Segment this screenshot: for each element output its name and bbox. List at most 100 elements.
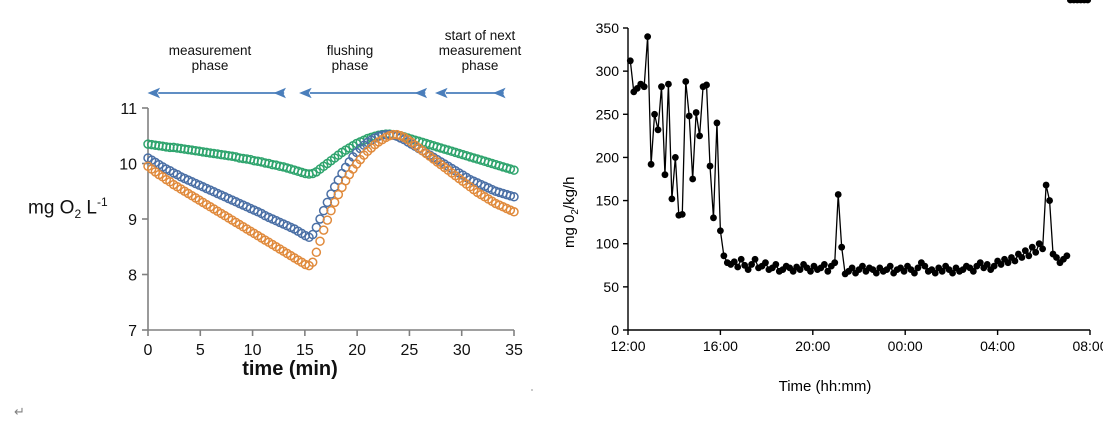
right-y-tick-label: 50 [603, 279, 619, 295]
data-point [886, 262, 894, 270]
data-point [831, 259, 839, 267]
data-point [1084, 0, 1092, 4]
right-chart-panel: mg 02/kg/h Time (hh:mm) 0 50 100 150 200 250 3… [545, 0, 1103, 432]
series-orange [143, 129, 519, 271]
data-point [938, 267, 946, 275]
annotation-line: start of next [444, 28, 516, 43]
right-y-tick-label: 300 [596, 63, 620, 79]
data-point [1042, 181, 1050, 189]
data-point [651, 110, 658, 118]
left-y-tick-label: 10 [119, 157, 137, 174]
data-point [326, 205, 336, 216]
right-x-axis-title: Time (hh:mm) [778, 378, 872, 395]
data-point [744, 266, 752, 273]
data-point [931, 269, 939, 277]
annotation-line: flushing [326, 43, 374, 58]
data-point [838, 243, 846, 251]
data-point [307, 229, 318, 240]
data-point [654, 126, 662, 134]
data-point [685, 112, 693, 120]
data-point [720, 252, 728, 260]
right-x-tick-label: 04:00 [980, 338, 1015, 354]
right-y-tick-label: 100 [596, 236, 620, 252]
data-point [751, 255, 759, 263]
data-point [976, 259, 984, 267]
data-point [834, 191, 842, 198]
annotation-line: measurement [168, 43, 252, 58]
right-x-tick-label: 16:00 [703, 338, 738, 354]
data-point [647, 160, 655, 168]
data-point [820, 261, 828, 268]
left-y-tick-label: 8 [128, 268, 137, 285]
data-point [644, 33, 652, 41]
data-point [1035, 240, 1043, 248]
paragraph-mark: ↵ [14, 404, 25, 419]
data-point [1018, 254, 1026, 261]
left-x-tick-label: 25 [401, 342, 419, 359]
data-point [1011, 257, 1019, 265]
data-point [872, 269, 880, 277]
data-point [1028, 243, 1036, 251]
data-point [983, 261, 991, 268]
left-y-tick-label: 9 [128, 212, 137, 229]
data-point [921, 262, 929, 270]
left-x-tick-label: 30 [453, 342, 471, 359]
data-point [807, 267, 814, 275]
right-series-line [629, 36, 1068, 276]
data-point [692, 109, 700, 116]
data-point [848, 264, 856, 272]
data-point [509, 207, 519, 217]
data-point [1004, 259, 1012, 267]
data-point [665, 80, 672, 88]
right-y-tick-label: 200 [596, 149, 620, 165]
data-point [1039, 245, 1047, 253]
left-y-axis-label: mg O2 L-1 [28, 195, 108, 222]
data-point [682, 78, 690, 85]
left-x-tick-label: 0 [144, 342, 153, 359]
data-point [678, 210, 686, 218]
left-x-tick-label: 10 [244, 342, 262, 359]
data-point [772, 261, 780, 268]
data-point [949, 269, 956, 277]
left-chart-panel: measurement phase flushing phase start o… [0, 0, 545, 432]
data-point [333, 189, 344, 200]
data-point [796, 266, 804, 273]
annotation-line: phase [331, 58, 369, 73]
data-point [737, 255, 745, 263]
data-point [1021, 247, 1029, 255]
annotation-line: phase [191, 58, 229, 73]
annotation-line: phase [461, 58, 499, 73]
data-point [1063, 252, 1071, 260]
left-x-axis-title: time (min) [242, 358, 338, 380]
data-point [990, 262, 998, 270]
data-point [640, 83, 648, 91]
data-point [671, 154, 679, 161]
data-point [322, 215, 333, 225]
right-series-points [626, 0, 1092, 278]
data-point [315, 236, 325, 246]
data-point [911, 269, 918, 277]
data-point [713, 119, 721, 127]
data-point [318, 225, 329, 235]
left-x-tick-label: 15 [296, 342, 314, 359]
data-point [748, 261, 755, 268]
annotation-measurement-phase: measurement phase [145, 43, 275, 73]
left-plot-area: 7 8 9 10 11 0 5 10 15 20 25 30 35 [119, 101, 523, 359]
left-y-tick-label: 7 [128, 323, 137, 340]
right-y-tick-label: 150 [596, 193, 620, 209]
data-point [717, 227, 724, 235]
data-point [661, 171, 669, 179]
right-y-tick-label: 250 [596, 106, 620, 122]
stray-dot [531, 389, 533, 391]
data-point [1053, 254, 1060, 261]
data-point [734, 263, 742, 271]
right-y-tick-label: 350 [596, 20, 620, 36]
right-x-tick-label: 20:00 [795, 338, 830, 354]
data-point [703, 81, 710, 89]
data-point [689, 175, 697, 183]
data-point [509, 192, 519, 202]
data-point [1046, 197, 1053, 204]
data-point [762, 259, 769, 267]
right-y-tick-label: 0 [611, 322, 619, 338]
